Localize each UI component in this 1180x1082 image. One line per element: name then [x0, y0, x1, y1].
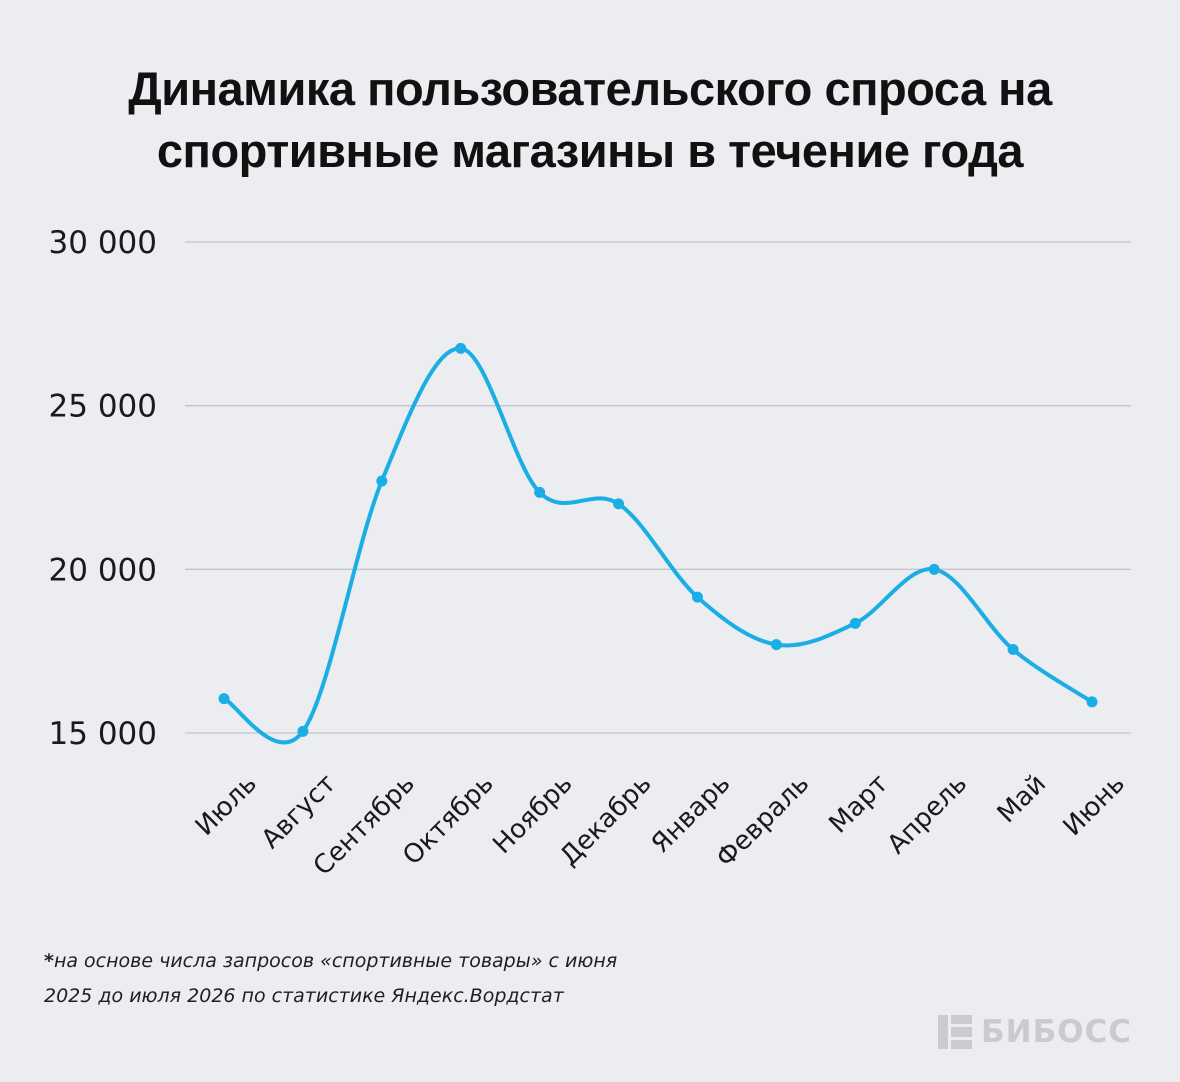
- x-tick-label: Июль: [190, 769, 263, 842]
- logo-text: БИБОСС: [981, 1014, 1133, 1050]
- data-point: [455, 342, 467, 354]
- footnote-asterisk: *: [44, 950, 54, 972]
- data-point: [1086, 696, 1098, 708]
- y-tick-label: 25 000: [49, 389, 157, 425]
- y-tick-label: 15 000: [49, 716, 157, 752]
- x-tick-label: Июнь: [1058, 769, 1131, 842]
- y-axis-tick-labels: 15 000 20 000 25 000 30 000: [49, 225, 157, 752]
- gridlines: [185, 241, 1131, 734]
- data-point: [928, 563, 940, 575]
- x-axis-tick-labels: ИюльАвгустСентябрьОктябрьНоябрьДекабрьЯн…: [190, 769, 1131, 882]
- data-point: [218, 693, 230, 705]
- data-point: [770, 639, 782, 651]
- data-point: [534, 486, 546, 498]
- chart-title-line-1: Динамика пользовательского спроса на: [128, 62, 1052, 115]
- data-point: [849, 617, 861, 629]
- y-tick-label: 20 000: [49, 552, 157, 588]
- footnote: *на основе числа запросов «спортивные то…: [44, 944, 704, 1014]
- x-tick-label: Март: [824, 769, 895, 840]
- footnote-line-2: 2025 до июля 2026 по статистике Яндекс.В…: [44, 985, 564, 1007]
- series-line: [222, 346, 1094, 745]
- data-point: [691, 591, 703, 603]
- footnote-line-1: на основе числа запросов «спортивные тов…: [53, 950, 618, 972]
- chart-title: Динамика пользовательского спроса на спо…: [0, 58, 1180, 182]
- bibos-logo-icon: [938, 1015, 972, 1049]
- data-point: [297, 725, 309, 737]
- data-points: [218, 342, 1098, 737]
- brand-logo: БИБОСС: [938, 1014, 1132, 1050]
- data-point: [1007, 644, 1019, 656]
- x-tick-label: Апрель: [882, 769, 973, 860]
- data-point: [376, 475, 388, 487]
- data-point: [613, 498, 625, 510]
- y-tick-label: 30 000: [49, 225, 157, 261]
- series-line-layer: [222, 346, 1094, 745]
- x-tick-label: Май: [992, 769, 1052, 829]
- chart-title-line-2: спортивные магазины в течение года: [156, 124, 1024, 177]
